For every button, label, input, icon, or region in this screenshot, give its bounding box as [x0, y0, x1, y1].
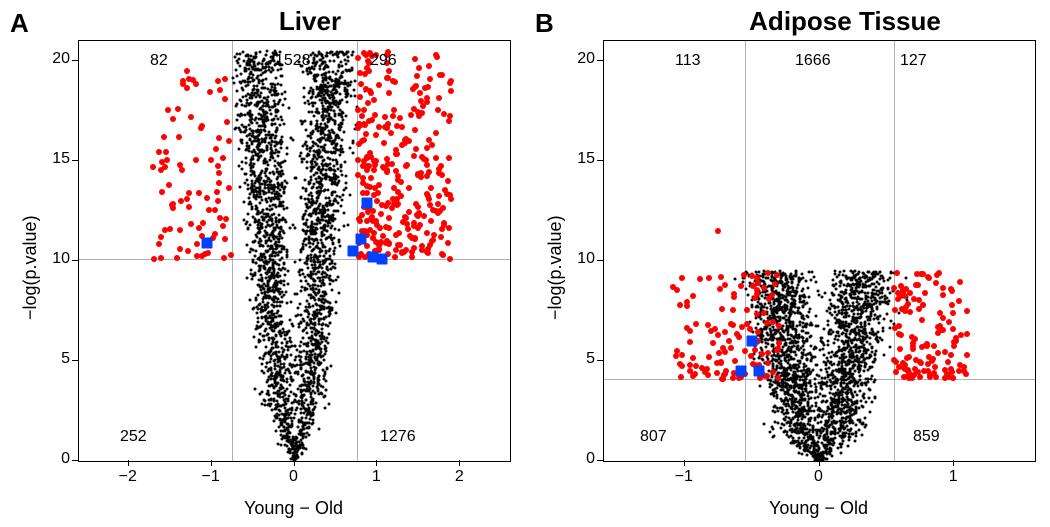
highlight-point — [347, 246, 358, 257]
ytick-label: 0 — [563, 450, 595, 468]
xlabel-adipose: Young − Old — [603, 498, 1034, 519]
panel-title-adipose: Adipose Tissue — [685, 6, 1005, 37]
xtick-label: −1 — [191, 468, 231, 486]
panel-letter-b: B — [535, 8, 554, 39]
panel-letter-a: A — [10, 8, 29, 39]
region-count: 296 — [370, 52, 397, 70]
grid-vline — [745, 41, 746, 461]
xtick-label: 0 — [274, 468, 314, 486]
grid-vline — [894, 41, 895, 461]
highlight-point — [362, 198, 373, 209]
highlight-point — [747, 336, 758, 347]
figure: A Liver −log(p.value) Young − Old 051015… — [0, 0, 1050, 527]
ytick-label: 20 — [563, 50, 595, 68]
region-count: 82 — [150, 52, 168, 70]
ytick-label: 10 — [563, 250, 595, 268]
xtick-label: 2 — [439, 468, 479, 486]
xtick-label: 1 — [933, 468, 973, 486]
grid-hline — [604, 379, 1035, 380]
xtick-label: 0 — [799, 468, 839, 486]
plot-area-adipose — [603, 40, 1036, 462]
ytick-label: 5 — [563, 350, 595, 368]
region-count: 113 — [675, 52, 701, 70]
highlight-point — [736, 366, 747, 377]
ytick-label: 15 — [563, 150, 595, 168]
ytick-label: 0 — [38, 450, 70, 468]
ytick-label: 15 — [38, 150, 70, 168]
panel-adipose: B Adipose Tissue −log(p.value) Young − O… — [525, 0, 1050, 527]
ytick-label: 10 — [38, 250, 70, 268]
highlight-point — [753, 366, 764, 377]
xtick-label: −1 — [664, 468, 704, 486]
highlight-point — [376, 254, 387, 265]
region-count: 1666 — [795, 52, 831, 70]
region-count: 807 — [640, 428, 667, 446]
xtick-label: −2 — [108, 468, 148, 486]
region-count: 252 — [120, 428, 147, 446]
region-count: 1528 — [275, 52, 311, 70]
region-count: 127 — [900, 52, 927, 70]
ytick-label: 5 — [38, 350, 70, 368]
panel-liver: A Liver −log(p.value) Young − Old 051015… — [0, 0, 525, 527]
xtick-label: 1 — [356, 468, 396, 486]
ytick-label: 20 — [38, 50, 70, 68]
region-count: 1276 — [380, 428, 416, 446]
plot-area-liver — [78, 40, 511, 462]
region-count: 859 — [913, 428, 940, 446]
panel-title-liver: Liver — [180, 6, 440, 37]
highlight-point — [355, 234, 366, 245]
xlabel-liver: Young − Old — [78, 498, 509, 519]
highlight-point — [202, 238, 213, 249]
